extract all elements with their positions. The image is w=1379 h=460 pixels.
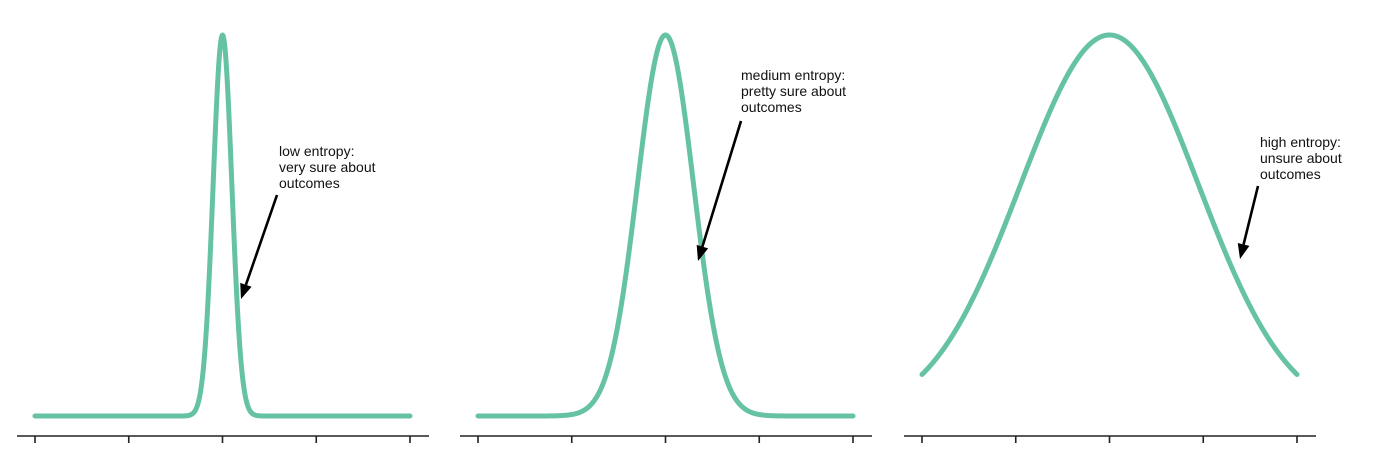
annotation-line: high entropy: (1260, 134, 1341, 150)
arrow-head (240, 282, 252, 299)
arrow-head (1237, 243, 1250, 259)
panel-medium-entropy: medium entropy: pretty sure about outcom… (460, 32, 872, 443)
curve-medium-entropy (475, 32, 856, 419)
annotation-line: very sure about (279, 159, 376, 175)
panel-high-entropy: high entropy: unsure about outcomes (904, 32, 1346, 443)
annotation-medium-entropy: medium entropy: pretty sure about outcom… (741, 67, 850, 115)
annotation-high-entropy: high entropy: unsure about outcomes (1260, 134, 1346, 182)
arrow-high-entropy (1237, 185, 1260, 259)
curve-high-entropy (919, 32, 1300, 377)
annotation-line: medium entropy: (741, 67, 845, 83)
ticks-low-entropy (34, 436, 411, 443)
annotation-line: unsure about (1260, 150, 1342, 166)
annotation-line: outcomes (1260, 166, 1321, 182)
ticks-medium-entropy (477, 436, 854, 443)
annotation-line: pretty sure about (741, 83, 846, 99)
annotation-line: outcomes (279, 175, 340, 191)
arrow-shaft (1242, 185, 1260, 245)
ticks-high-entropy (921, 436, 1298, 443)
annotation-line: outcomes (741, 99, 802, 115)
arrow-shaft (244, 194, 279, 286)
arrow-head (696, 244, 709, 261)
arrow-medium-entropy (696, 120, 743, 261)
annotation-line: low entropy: (279, 143, 354, 159)
arrow-low-entropy (240, 194, 279, 299)
annotation-low-entropy: low entropy: very sure about outcomes (279, 143, 379, 191)
curve-low-entropy (32, 32, 413, 419)
arrow-shaft (701, 120, 743, 248)
panel-low-entropy: low entropy: very sure about outcomes (17, 32, 429, 443)
